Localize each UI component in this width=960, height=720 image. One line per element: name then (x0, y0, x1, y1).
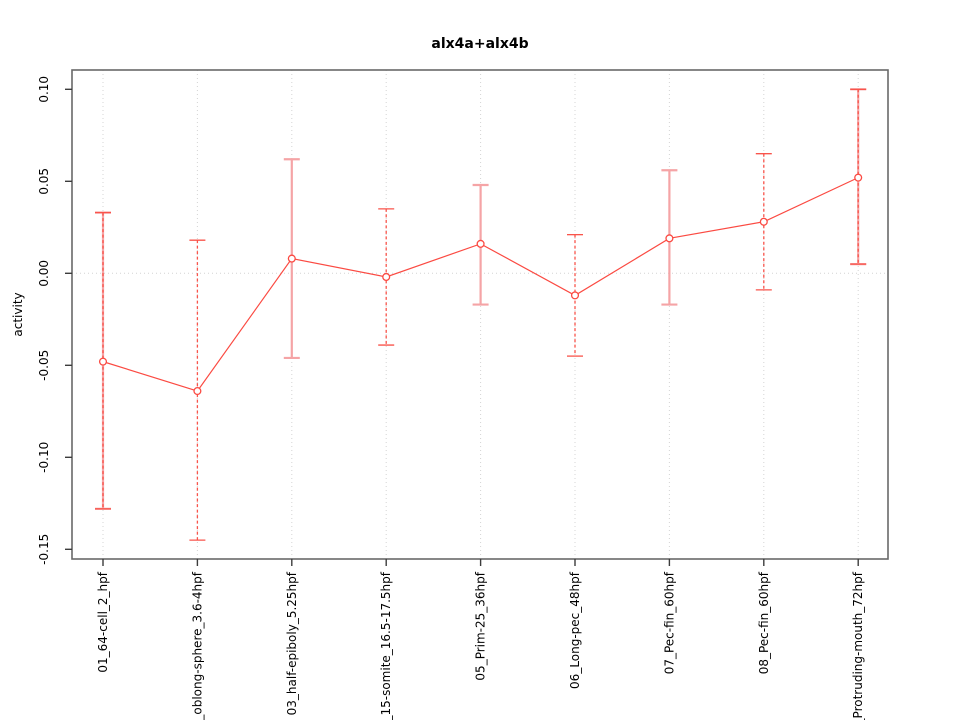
data-point-marker (759, 217, 768, 226)
x-category-label: 02_oblong-sphere_3.6-4hpf (190, 571, 204, 720)
y-tick-label: 0.05 (37, 168, 51, 195)
x-category-label: 01_64-cell_2_hpf (96, 571, 110, 672)
x-category-label: 07_Pec-fin_60hpf (662, 571, 676, 674)
y-tick-label: -0.15 (37, 534, 51, 565)
data-point-marker (193, 387, 202, 396)
data-point-marker (570, 291, 580, 300)
data-point-marker (287, 254, 296, 263)
y-tick-label: -0.10 (37, 442, 51, 473)
data-point-marker (665, 234, 674, 243)
axis-labels-layer: 0.10 0.05 0.00 -0.05 -0.10 -0.15 01_64-cell_2_… (37, 76, 865, 720)
x-category-label: 03_half-epiboly_5.25hpf (285, 571, 299, 715)
data-point-marker (476, 239, 485, 248)
chart-title: alx4a+alx4b (431, 36, 528, 52)
axes-layer (65, 69, 889, 566)
data-point-marker (382, 272, 391, 282)
x-category-label: 06_Long-pec_48hpf (568, 571, 582, 689)
data-point-marker (854, 173, 863, 182)
grid-layer (72, 70, 888, 559)
x-category-label: 04_15-somite_16.5-17.5hpf (379, 571, 393, 720)
x-category-label: 08_Pec-fin_60hpf (757, 571, 771, 674)
data-point-marker (98, 357, 108, 366)
data-layer (95, 88, 867, 541)
y-tick-label: 0.00 (37, 260, 51, 287)
x-category-label: 05_Prim-25_36hpf (474, 571, 488, 680)
y-axis-label: activity (11, 292, 25, 336)
x-category-label: 09_Protruding-mouth_72hpf (851, 571, 865, 720)
y-tick-label: -0.05 (37, 350, 51, 381)
y-tick-label: 0.10 (37, 76, 51, 103)
plot-border (71, 69, 889, 560)
